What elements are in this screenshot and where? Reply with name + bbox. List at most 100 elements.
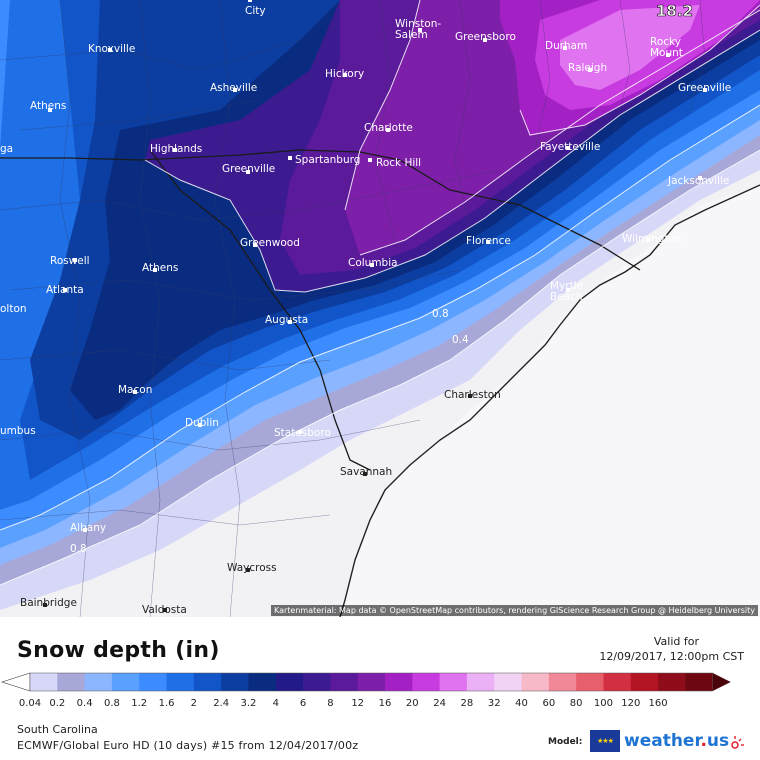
city-marker xyxy=(288,156,292,160)
city-marker xyxy=(588,68,592,72)
colorbar-swatch xyxy=(521,673,550,691)
city-marker xyxy=(486,240,490,244)
colorbar-swatch xyxy=(439,673,468,691)
city-marker xyxy=(343,73,347,77)
colorbar-swatch xyxy=(685,673,714,691)
city-label: Waycross xyxy=(227,562,277,574)
city-marker xyxy=(386,128,390,132)
city-label: Augusta xyxy=(265,314,308,326)
city-label: Winston- xyxy=(395,18,441,30)
city-label: Charleston xyxy=(444,389,501,401)
contour-label: 0.4 xyxy=(452,334,469,346)
colorbar xyxy=(1,672,731,692)
city-marker xyxy=(246,170,250,174)
sun-icon xyxy=(731,736,745,749)
colorbar-arrow-low xyxy=(1,672,31,692)
city-label: Jacksonville xyxy=(667,175,729,187)
colorbar-tick-label: 0.4 xyxy=(76,698,93,709)
colorbar-swatch xyxy=(466,673,495,691)
colorbar-swatch xyxy=(576,673,604,691)
colorbar-swatch xyxy=(84,673,113,691)
colorbar-swatch xyxy=(248,673,277,691)
colorbar-tick-label: 0.2 xyxy=(49,698,66,709)
city-label: Salem xyxy=(395,29,428,41)
city-label: Beach xyxy=(550,291,583,303)
colorbar-tick-label: 120 xyxy=(621,698,641,709)
colorbar-tick-label: 28 xyxy=(460,698,474,709)
city-label: Knoxville xyxy=(88,43,135,55)
colorbar-swatch xyxy=(658,673,686,691)
colorbar-tick-label: 2.4 xyxy=(213,698,230,709)
city-marker xyxy=(563,46,567,50)
colorbar-swatch xyxy=(57,673,86,691)
city-label: Charlotte xyxy=(364,122,413,134)
city-label: Macon xyxy=(118,384,152,396)
colorbar-swatch xyxy=(385,673,413,691)
city-marker xyxy=(418,28,422,32)
map-canvas: City Knoxville Winston-Salem Greensboro Durh… xyxy=(0,0,760,617)
region-name: South Carolina xyxy=(17,723,98,736)
colorbar-swatch xyxy=(193,673,222,691)
city-label: Columbia xyxy=(348,257,398,269)
colorbar-swatch xyxy=(548,673,577,691)
city-marker xyxy=(163,608,167,612)
city-marker xyxy=(73,258,77,262)
city-marker xyxy=(363,472,367,476)
colorbar-tick-label: 4 xyxy=(272,698,279,709)
city-marker xyxy=(646,238,650,242)
city-marker xyxy=(83,528,87,532)
city-marker xyxy=(153,268,157,272)
city-label: Florence xyxy=(466,235,511,247)
colorbar-tick-label: 16 xyxy=(378,698,392,709)
colorbar-tick-label: 1.2 xyxy=(131,698,148,709)
city-label: olton xyxy=(0,303,27,315)
city-marker xyxy=(253,243,257,247)
colorbar-swatch xyxy=(166,673,195,691)
city-label: umbus xyxy=(0,425,36,437)
colorbar-tick-label: 60 xyxy=(542,698,556,709)
city-label: Dublin xyxy=(185,417,219,429)
model-run-info: ECMWF/Global Euro HD (10 days) #15 from … xyxy=(17,739,359,752)
city-label: Mount xyxy=(650,47,683,59)
colorbar-swatch xyxy=(303,673,331,691)
contour-label: 0.8 xyxy=(70,543,87,555)
colorbar-swatch xyxy=(221,673,249,691)
city-marker xyxy=(368,158,372,162)
city-marker xyxy=(703,88,707,92)
weather-us-logo[interactable]: ★★★ weather.us xyxy=(590,730,747,752)
colorbar-swatch xyxy=(494,673,523,691)
city-label: Albany xyxy=(70,522,106,534)
eu-flag-icon: ★★★ xyxy=(590,730,620,752)
colorbar-tick-label: 24 xyxy=(433,698,446,709)
city-markers: City Knoxville Winston-Salem Greensboro Durh… xyxy=(0,0,731,616)
city-marker xyxy=(370,263,374,267)
city-label: Athens xyxy=(142,262,178,274)
city-marker xyxy=(566,288,570,292)
colorbar-tick-label: 32 xyxy=(487,698,501,709)
city-marker xyxy=(483,38,487,42)
city-marker xyxy=(108,48,112,52)
colorbar-tick-label: 0.8 xyxy=(103,698,120,709)
city-marker xyxy=(198,423,202,427)
city-label: Greenville xyxy=(222,163,275,175)
city-label: Statesboro xyxy=(274,427,331,439)
city-marker xyxy=(233,88,237,92)
model-label: Model: xyxy=(548,737,583,747)
city-label: Savannah xyxy=(340,466,392,478)
colorbar-tick-label: 160 xyxy=(648,698,668,709)
city-label: Asheville xyxy=(210,82,257,94)
city-marker xyxy=(698,176,702,180)
colorbar-tick-label: 3.2 xyxy=(240,698,257,709)
colorbar-swatch xyxy=(357,673,386,691)
city-label: Spartanburg xyxy=(295,154,360,166)
city-marker xyxy=(133,390,137,394)
city-label: Raleigh xyxy=(568,62,607,74)
colorbar-swatch xyxy=(412,673,441,691)
colorbar-tick-label: 1.6 xyxy=(158,698,175,709)
city-marker xyxy=(48,108,52,112)
city-label: Hickory xyxy=(325,68,364,80)
colorbar-tick-label: 2 xyxy=(190,698,198,709)
city-label: Roswell xyxy=(50,255,90,267)
city-label: Durham xyxy=(545,40,587,52)
map-attribution: Kartenmaterial: Map data © OpenStreetMap… xyxy=(270,605,758,616)
